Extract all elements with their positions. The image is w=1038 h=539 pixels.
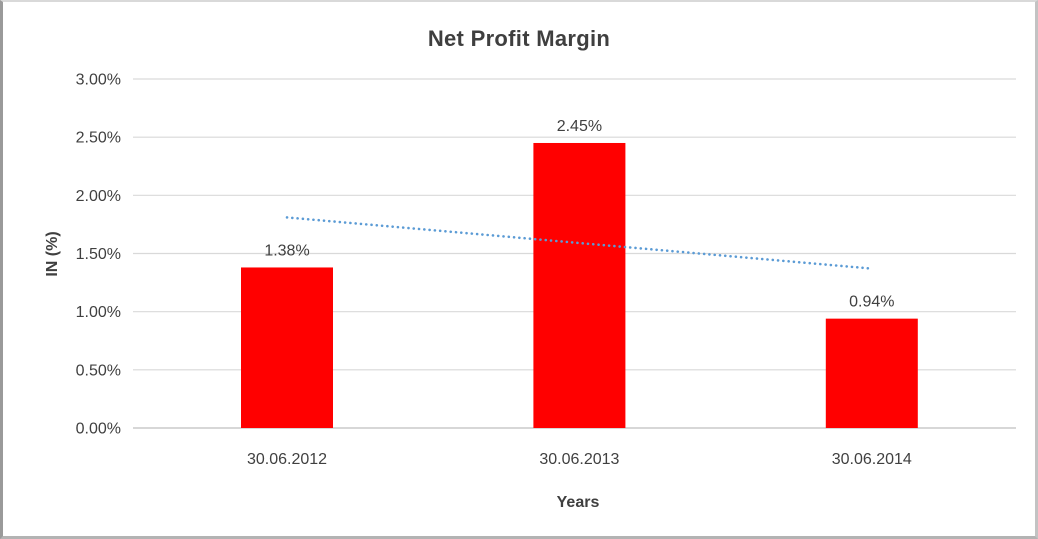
y-tick-label: 1.00% [76,304,121,321]
bar-30.06.2013[interactable] [533,142,626,428]
y-tick-label: 2.50% [76,130,121,147]
plot-area: 0.00% 0.50% 1.00% 1.50% 2.00% 2.50% 3.00% 1.38%… [76,72,1016,468]
x-tick-label: 30.06.2013 [539,451,619,468]
y-tick-label: 0.50% [76,362,121,379]
bar-value-label: 0.94% [849,294,894,311]
chart-title: Net Profit Margin [427,26,611,51]
x-axis-title: Years [556,494,600,511]
bar-30.06.2014[interactable] [825,318,918,428]
x-tick-label: 30.06.2012 [247,451,327,468]
x-tick-label: 30.06.2014 [832,451,912,468]
y-tick-label: 0.00% [76,421,121,438]
bar-30.06.2012[interactable] [241,267,333,428]
bar-value-label: 2.45% [557,118,602,135]
bar-value-label: 1.38% [264,242,309,259]
y-tick-label: 1.50% [76,246,121,263]
y-tick-label: 2.00% [76,188,121,205]
y-tick-label: 3.00% [76,72,121,89]
